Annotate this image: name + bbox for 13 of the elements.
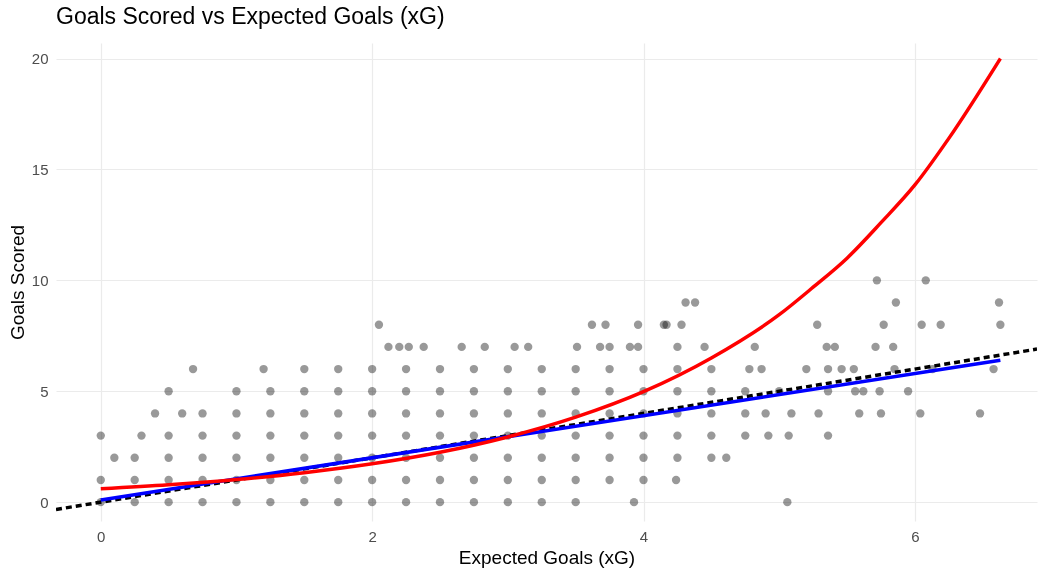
y-tick-label: 15	[31, 160, 49, 178]
y-tick-label: 10	[31, 271, 49, 289]
y-tick-label: 20	[31, 50, 49, 68]
y-axis-title: Goals Scored	[6, 224, 28, 341]
x-tick-label: 6	[911, 527, 920, 545]
x-tick-label: 2	[368, 527, 377, 545]
x-tick-label: 0	[97, 527, 106, 545]
y-tick-label: 0	[40, 493, 49, 511]
chart-title: Goals Scored vs Expected Goals (xG)	[56, 3, 445, 29]
x-tick-label: 4	[639, 527, 649, 545]
y-tick-label: 5	[40, 382, 49, 400]
x-axis-title: Expected Goals (xG)	[458, 546, 636, 568]
line-series	[99, 56, 1003, 491]
